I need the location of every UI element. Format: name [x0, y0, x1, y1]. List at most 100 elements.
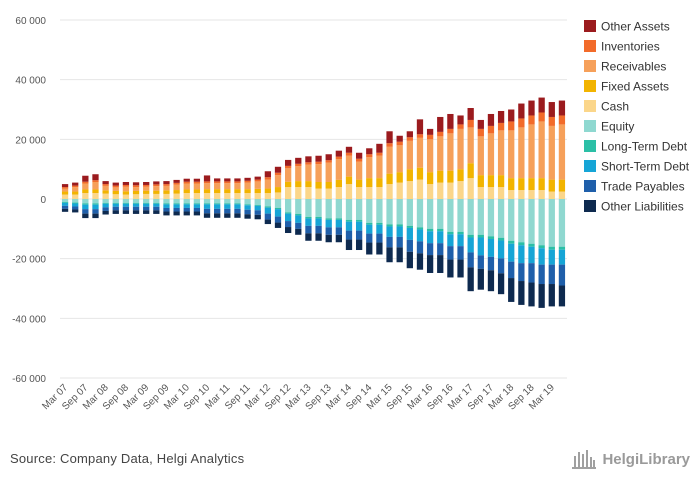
- bar-segment: [102, 181, 109, 185]
- bar-segment: [487, 187, 495, 199]
- bar-segment: [112, 182, 119, 186]
- bar-segment: [406, 169, 413, 182]
- legend-item[interactable]: Equity: [584, 120, 634, 134]
- bar-segment: [528, 199, 535, 244]
- bar-segment: [122, 194, 130, 199]
- legend-swatch: [584, 200, 596, 212]
- legend-item[interactable]: Other Assets: [584, 20, 670, 34]
- bar-segment: [102, 203, 109, 208]
- bar-segment: [61, 205, 69, 209]
- bar-segment: [153, 193, 160, 199]
- bar-segment: [437, 231, 444, 244]
- legend-item[interactable]: Inventories: [584, 40, 660, 54]
- brand-link[interactable]: HelgiLibrary: [571, 446, 690, 472]
- bar-segment: [447, 128, 454, 134]
- bar-segment: [538, 112, 545, 122]
- bar-segment: [203, 183, 211, 190]
- bar-segment: [518, 178, 525, 191]
- bar-segment: [224, 203, 231, 205]
- bar-segment: [437, 170, 444, 183]
- bar-segment: [406, 227, 413, 240]
- bar-segment: [61, 191, 69, 195]
- bar-segment: [92, 180, 99, 182]
- bar-segment: [183, 193, 190, 199]
- bar-segment: [426, 228, 434, 232]
- bar-segment: [406, 225, 413, 228]
- bar-segment: [558, 191, 566, 199]
- bar-segment: [183, 207, 190, 212]
- bar-segment: [173, 199, 180, 204]
- legend-item[interactable]: Short-Term Debt: [584, 160, 690, 174]
- bar-segment: [416, 253, 424, 270]
- bar-segment: [214, 204, 221, 209]
- bar-segment: [244, 204, 251, 206]
- bar-segment: [274, 209, 282, 217]
- bar-segment: [447, 246, 454, 260]
- bar-segment: [396, 247, 403, 263]
- bar-segment: [396, 224, 403, 227]
- bar-segment: [112, 194, 119, 199]
- bar-segment: [82, 213, 89, 219]
- bar-segment: [518, 199, 525, 243]
- bar-segment: [497, 110, 505, 123]
- bar-segment: [122, 184, 130, 187]
- bar-segment: [153, 203, 160, 207]
- legend-item[interactable]: Long-Term Debt: [584, 140, 688, 154]
- bar-segment: [183, 189, 190, 194]
- bar-segment: [143, 202, 150, 204]
- bar-segment: [386, 199, 393, 225]
- bar-segment: [376, 187, 383, 199]
- legend-swatch: [584, 40, 596, 52]
- bar-segment: [214, 193, 221, 199]
- bar-segment: [224, 193, 231, 199]
- legend-item[interactable]: Trade Payables: [584, 180, 685, 194]
- bar-segment: [457, 115, 464, 125]
- bar-segment: [214, 199, 221, 204]
- bar-segment: [437, 228, 444, 232]
- bar-segment: [264, 207, 272, 214]
- bar-segment: [173, 204, 180, 208]
- bar-segment: [437, 116, 444, 132]
- bar-segment: [92, 203, 99, 205]
- legend-label: Long-Term Debt: [601, 140, 688, 154]
- bar-segment: [355, 199, 363, 220]
- bar-segment: [538, 97, 545, 113]
- bar-segment: [345, 199, 353, 220]
- bar-segment: [416, 134, 424, 138]
- bar-segment: [122, 191, 130, 195]
- bar-segment: [143, 190, 150, 194]
- bar-segment: [345, 230, 353, 240]
- bar-segment: [355, 152, 363, 159]
- bar-segment: [538, 121, 545, 179]
- bar-segment: [345, 239, 353, 251]
- bar-segment: [102, 193, 109, 199]
- bar-segment: [508, 261, 515, 279]
- legend-item[interactable]: Receivables: [584, 60, 666, 74]
- bar-segment: [285, 213, 292, 222]
- bar-segment: [437, 255, 444, 273]
- bar-segment: [548, 102, 555, 117]
- bar-segment: [122, 203, 130, 207]
- bar-segment: [285, 181, 292, 188]
- bar-segment: [508, 109, 515, 122]
- bar-segment: [92, 199, 99, 204]
- bar-segment: [457, 181, 464, 199]
- bar-segment: [183, 203, 190, 205]
- bar-segment: [396, 135, 403, 142]
- bar-segment: [355, 239, 363, 251]
- bar-segment: [386, 247, 393, 263]
- bar-segment: [203, 181, 211, 184]
- y-tick-label: -20 000: [12, 255, 46, 266]
- y-tick-label: 40 000: [15, 76, 46, 87]
- legend-swatch: [584, 80, 596, 92]
- legend-swatch: [584, 160, 596, 172]
- bar-segment: [163, 203, 170, 205]
- legend-item[interactable]: Cash: [584, 100, 629, 114]
- bar-segment: [72, 187, 79, 192]
- bar-segment: [355, 219, 363, 222]
- legend-item[interactable]: Other Liabilities: [584, 200, 684, 214]
- bar-segment: [528, 282, 535, 307]
- bar-segment: [163, 190, 170, 194]
- legend-item[interactable]: Fixed Assets: [584, 80, 669, 94]
- bar-segment: [193, 183, 201, 190]
